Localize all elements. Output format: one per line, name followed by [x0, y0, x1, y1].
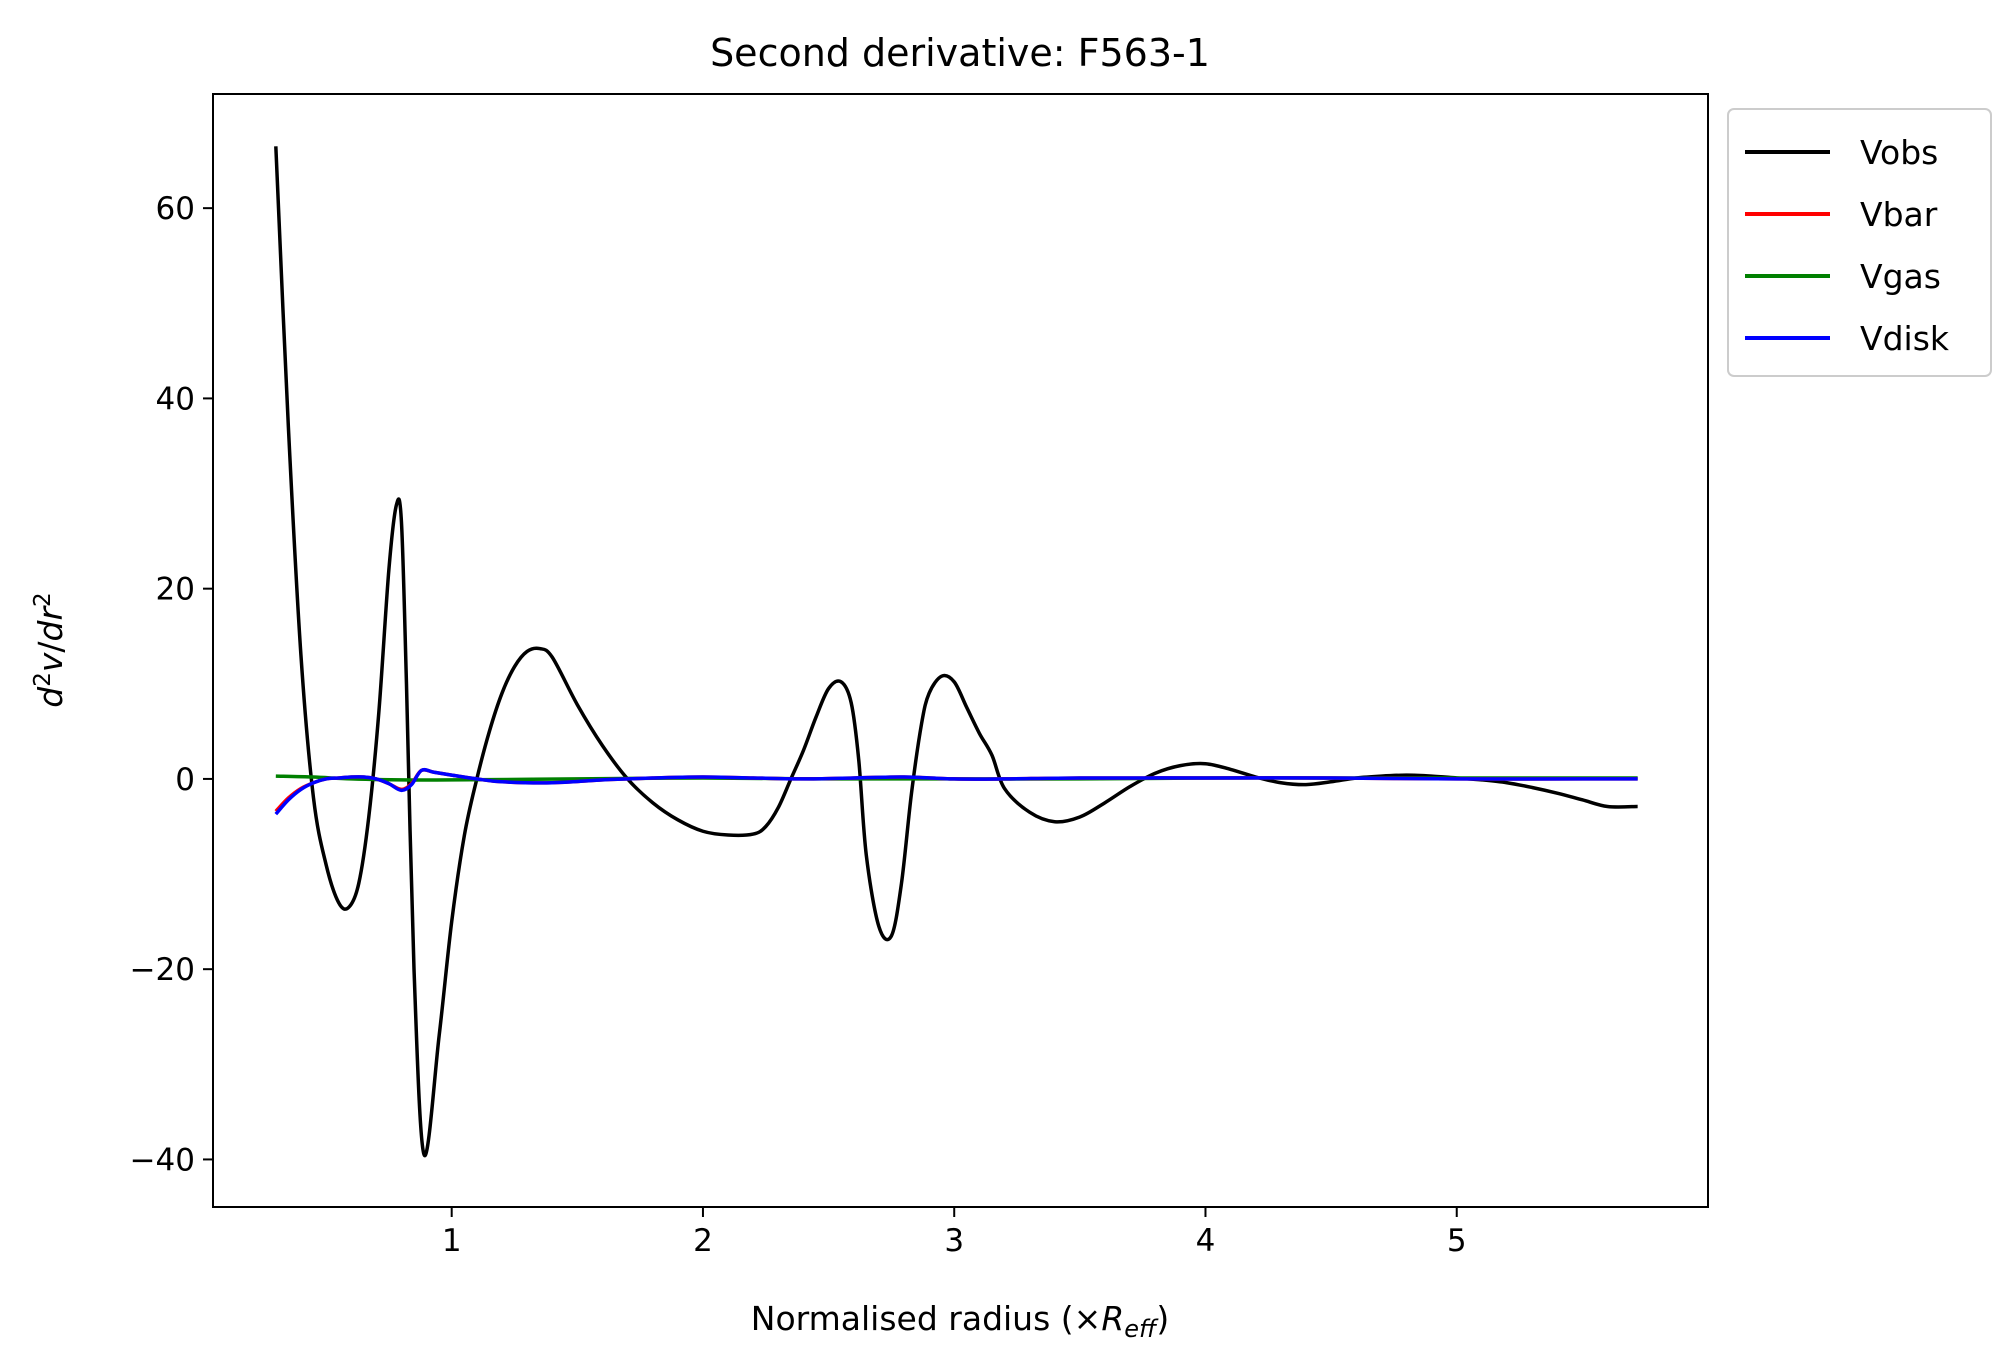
plot-area — [212, 93, 1709, 1208]
y-tick-label: 0 — [175, 762, 195, 798]
y-tick-label: −40 — [130, 1142, 195, 1178]
x-axis-label: Normalised radius (×Reff) — [751, 1299, 1169, 1343]
axes-border — [212, 93, 1709, 1208]
y-tick-label: 60 — [156, 191, 195, 227]
x-tick-label: 4 — [1196, 1223, 1216, 1259]
series-line-vobs — [274, 146, 1638, 1158]
series-line-vdisk — [274, 767, 1638, 816]
x-axis: 1 2 3 4 5 — [442, 1207, 1467, 1259]
legend-label-vobs: Vobs — [1860, 133, 1938, 172]
legend-label-vbar: Vbar — [1860, 195, 1938, 234]
x-tick-label: 2 — [693, 1223, 713, 1259]
series-layer — [274, 146, 1638, 1158]
legend-label-vdisk: Vdisk — [1860, 319, 1950, 358]
x-tick-label: 5 — [1447, 1223, 1467, 1259]
plot-frame — [213, 94, 1708, 1207]
legend-frame — [1727, 108, 1992, 377]
y-tick-label: −20 — [130, 952, 195, 988]
y-tick-label: 40 — [156, 381, 195, 417]
legend-label-vgas: Vgas — [1860, 257, 1941, 296]
x-tick-label: 3 — [944, 1223, 964, 1259]
y-axis: −40 −20 0 20 40 60 — [130, 191, 213, 1178]
x-tick-label: 1 — [442, 1223, 462, 1259]
y-axis-label: d2v/dr2 — [30, 592, 70, 707]
legend: Vobs Vbar Vgas Vdisk — [1727, 108, 1992, 377]
y-tick-label: 20 — [156, 572, 195, 608]
chart-title: Second derivative: F563-1 — [710, 31, 1210, 75]
